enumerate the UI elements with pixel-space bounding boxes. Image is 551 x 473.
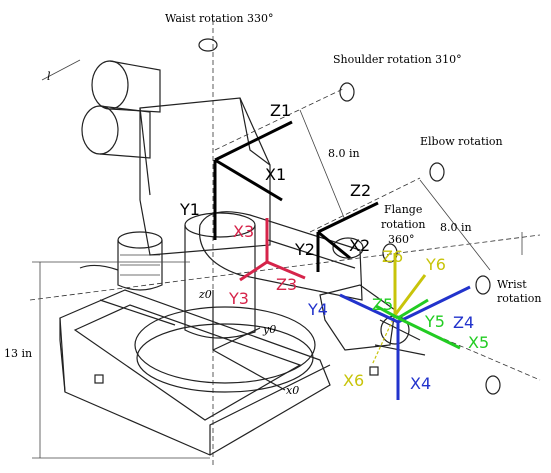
elbow-rotation-arrow-icon (429, 162, 445, 182)
frame-6-x-label: X6 (343, 371, 364, 390)
waist-rotation-arrow-icon (198, 38, 218, 52)
frame-3-x-label: X3 (233, 222, 254, 241)
flange-rotation-arrow-icon (485, 375, 501, 395)
frame-2-z-label: Z2 (350, 181, 371, 200)
dim-13-label: 13 in (4, 347, 32, 360)
frame-5-x-label: X5 (468, 333, 489, 352)
dim-8-lower: 8.0 in (440, 221, 472, 234)
dim-8-upper: 8.0 in (328, 147, 360, 160)
frame-3-y-label: Y3 (228, 289, 249, 308)
elbow-rotation-label: Elbow rotation (420, 135, 503, 148)
frame-6 (371, 253, 427, 366)
wrist-rotation-arrow-icon (475, 275, 491, 295)
frame-4-z-label: Z4 (453, 313, 474, 332)
dim-l-label: l (47, 70, 51, 83)
frame-4-y-label: Y4 (307, 300, 328, 319)
waist-rotation-label: Waist rotation 330° (165, 12, 274, 25)
y0-label: y0 (262, 323, 276, 336)
reference-axes (29, 20, 541, 465)
frame-1-z-label: Z1 (270, 101, 291, 120)
wrist-label-1: Wrist (497, 278, 527, 291)
frame-1 (213, 120, 293, 240)
flange-label-1: Flange (384, 203, 422, 216)
frame-4 (339, 285, 471, 400)
frame-5-z-label: Z5 (372, 295, 393, 314)
flange-label-3: 360° (388, 233, 415, 246)
frame-2 (316, 201, 379, 272)
frame-1-y-label: Y1 (179, 200, 200, 219)
frame-1-x-label: X1 (265, 165, 286, 184)
shoulder-rotation-label: Shoulder rotation 310° (333, 53, 462, 66)
shoulder-rotation-arrow-icon (339, 82, 355, 102)
x0-label: x0 (286, 384, 299, 397)
frame-3-z-label: Z3 (276, 275, 297, 294)
rotation-arrows (198, 38, 501, 395)
frame-2-y-label: Y2 (294, 240, 315, 259)
frame-6-y-label: Y6 (425, 255, 446, 274)
robot-upper-arm (81, 60, 426, 356)
frame-6-z-label: Z6 (382, 247, 403, 266)
frame-5 (375, 298, 461, 350)
printed-annotations: Waist rotation 330° Shoulder rotation 31… (4, 12, 542, 397)
flange-top-arrow-icon (382, 243, 398, 263)
z0-label: z0 (198, 288, 212, 301)
flange-label-2: rotation (381, 218, 426, 231)
frame-3 (239, 218, 306, 282)
frame-2-x-label: X2 (349, 236, 370, 255)
frame-5-y-label: Y5 (424, 312, 445, 331)
robot-base (59, 212, 379, 456)
wrist-label-2: rotation (497, 292, 542, 305)
frame-4-x-label: X4 (410, 374, 431, 393)
